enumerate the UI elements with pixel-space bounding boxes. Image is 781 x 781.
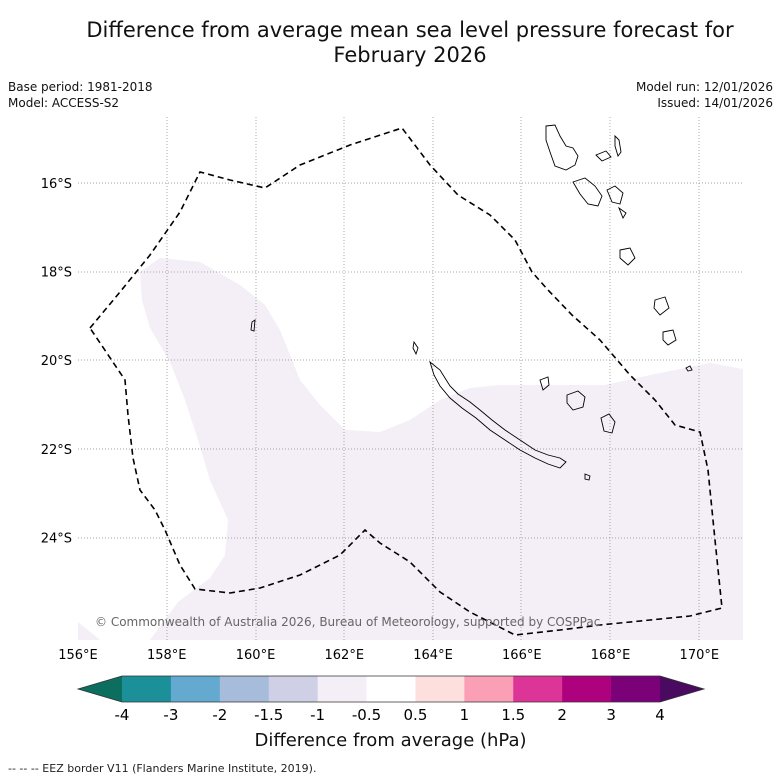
colorbar-box — [562, 676, 612, 702]
colorbar-box — [268, 676, 319, 702]
longitude-labels: 156°E 158°E 160°E 162°E 164°E 166°E 168°E 170°E — [58, 648, 719, 663]
colorbar-box — [464, 676, 514, 702]
colorbar-tick: 2 — [557, 706, 567, 724]
eez-border — [89, 127, 723, 636]
vanuatu-aneityum-coast — [685, 365, 693, 372]
colorbar-outline — [76, 675, 706, 703]
vanuatu-malekula-coast — [572, 177, 603, 207]
lat-label: 16°S — [41, 177, 72, 192]
lon-label: 164°E — [413, 648, 453, 663]
lat-label: 20°S — [41, 354, 72, 369]
lon-label: 162°E — [325, 648, 365, 663]
loyalty-lifou-coast — [566, 390, 586, 411]
lat-label: 18°S — [41, 266, 72, 281]
model-name: Model: ACCESS-S2 — [8, 96, 120, 110]
colorbar-tick-labels: -4 -3 -2 -1.5 -1 -0.5 0.5 1 1.5 2 3 4 — [115, 706, 665, 724]
meta-right: Model run: 12/01/2026 Issued: 14/01/2026 — [636, 79, 773, 111]
anomaly-region-corner — [78, 622, 100, 640]
vanuatu-epi-coast — [618, 206, 627, 220]
isle-of-pines-coast — [584, 473, 591, 481]
vanuatu-efate-coast — [619, 247, 636, 266]
colorbar-tick: 1 — [460, 706, 470, 724]
chesterfield-islets-coast — [250, 319, 256, 332]
colorbar-tick: -4 — [115, 706, 130, 724]
colorbar-tick: -0.5 — [352, 706, 381, 724]
colorbar-box — [415, 676, 465, 702]
latitude-labels: 16°S 18°S 20°S 22°S 24°S — [41, 177, 72, 546]
colorbar-box — [122, 676, 172, 702]
lon-label: 168°E — [591, 648, 631, 663]
colorbar-box — [170, 676, 221, 702]
vanuatu-maewo-coast — [614, 134, 622, 157]
model-run: Model run: 12/01/2026 — [635, 80, 773, 94]
title-line-2: February 2026 — [333, 43, 487, 67]
vanuatu-espiritu-santo-coast — [545, 124, 579, 171]
colorbar-tick: -3 — [163, 706, 178, 724]
new-caledonia-coast — [429, 360, 567, 469]
colorbar-box — [366, 676, 416, 702]
vanuatu-ambae-coast — [595, 150, 612, 162]
colorbar-box — [219, 676, 270, 702]
lon-label: 160°E — [236, 648, 276, 663]
issued-date: Issued: 14/01/2026 — [657, 96, 773, 110]
title-line-1: Difference from average mean sea level p… — [86, 18, 734, 42]
colorbar-box — [513, 676, 563, 702]
belep-islands-coast — [412, 340, 419, 356]
colorbar: -4 -3 -2 -1.5 -1 -0.5 0.5 1 1.5 2 3 4 — [76, 675, 706, 724]
lon-label: 158°E — [147, 648, 187, 663]
copyright-notice: © Commonwealth of Australia 2026, Bureau… — [95, 615, 600, 629]
colorbar-extend-low — [78, 676, 122, 702]
colorbar-tick: -2 — [212, 706, 227, 724]
colorbar-tick: -1.5 — [254, 706, 283, 724]
colorbar-box — [611, 676, 661, 702]
loyalty-mare-coast — [600, 413, 616, 434]
base-period: Base period: 1981-2018 — [8, 80, 153, 94]
vanuatu-erromango-coast — [653, 296, 670, 316]
lon-label: 156°E — [58, 648, 98, 663]
loyalty-ouvea-coast — [539, 376, 550, 391]
lat-label: 22°S — [41, 443, 72, 458]
map-title: Difference from average mean sea level p… — [40, 18, 780, 68]
vanuatu-tanna-coast — [662, 329, 677, 346]
vanuatu-pentecost-coast — [606, 185, 624, 205]
lon-label: 166°E — [502, 648, 542, 663]
eez-legend-footer: -- -- -- EEZ border V11 (Flanders Marine… — [8, 762, 317, 775]
colorbar-tick: -1 — [310, 706, 325, 724]
colorbar-tick: 1.5 — [501, 706, 525, 724]
gridlines — [78, 117, 743, 640]
colorbar-box — [317, 676, 368, 702]
lon-label: 170°E — [680, 648, 720, 663]
colorbar-label: Difference from average (hPa) — [254, 730, 527, 751]
meta-left: Base period: 1981-2018 Model: ACCESS-S2 — [8, 79, 153, 111]
colorbar-tick: 3 — [606, 706, 616, 724]
coastlines — [250, 124, 693, 481]
colorbar-tick: 0.5 — [404, 706, 428, 724]
lat-label: 24°S — [41, 531, 72, 546]
colorbar-extend-high — [660, 676, 704, 702]
colorbar-tick: 4 — [655, 706, 665, 724]
colorbar-boxes — [122, 676, 661, 702]
